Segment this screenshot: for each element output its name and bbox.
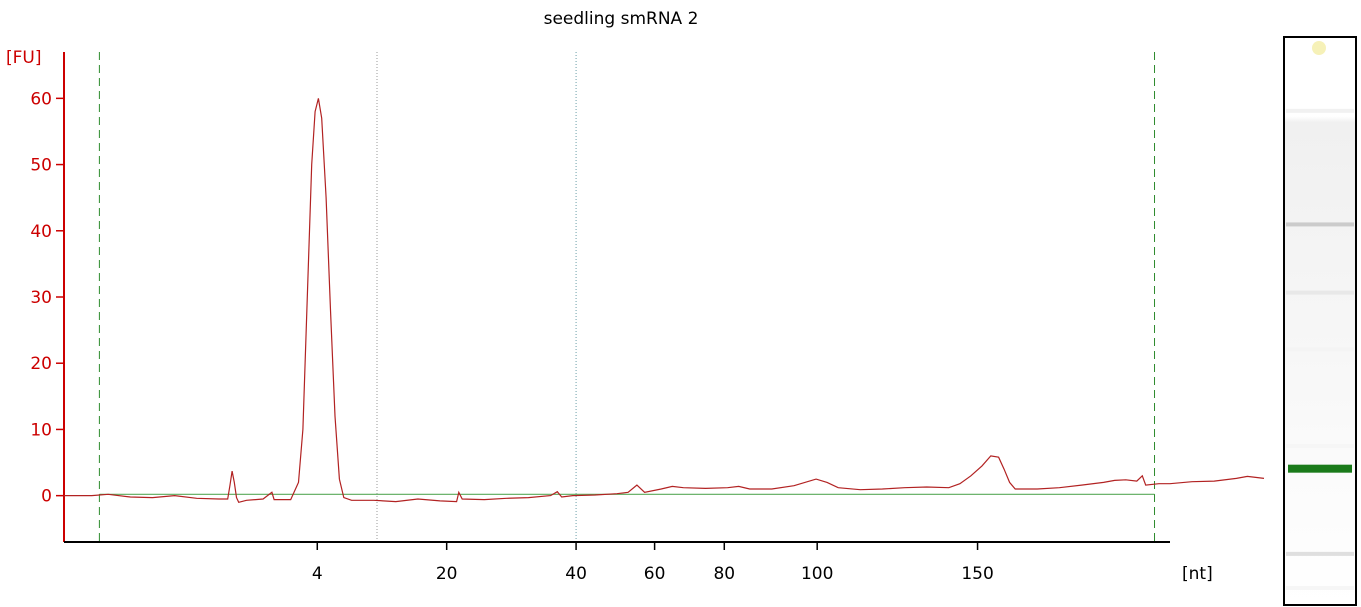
- gel-band: [1286, 443, 1354, 448]
- gel-lane-frame: [1283, 36, 1357, 606]
- gel-band: [1286, 108, 1354, 113]
- y-tick-label: 0: [41, 487, 52, 507]
- gel-lane: [1283, 36, 1357, 606]
- gel-band: [1286, 551, 1354, 556]
- gel-band: [1286, 222, 1354, 227]
- y-tick-label: 20: [30, 354, 52, 374]
- gel-well-dot: [1312, 41, 1326, 55]
- x-tick-label: 100: [801, 564, 833, 584]
- y-tick-label: 60: [30, 89, 52, 109]
- y-tick-label: 50: [30, 156, 52, 176]
- y-axis-label: [FU]: [6, 48, 42, 68]
- series-layer: [64, 98, 1265, 504]
- gel-band: [1286, 290, 1354, 295]
- gel-band: [1286, 347, 1354, 352]
- gel-marker-band: [1288, 464, 1352, 473]
- chart-title: seedling smRNA 2: [544, 9, 699, 29]
- y-tick-label: 10: [30, 420, 52, 440]
- series-line-0: [64, 98, 1265, 504]
- x-tick-label: 60: [644, 564, 666, 584]
- x-tick-label: 150: [961, 564, 993, 584]
- gel-band: [1286, 585, 1354, 590]
- x-tick-label: 20: [436, 564, 458, 584]
- x-tick-label: 4: [312, 564, 323, 584]
- marker-lines: [98, 52, 1156, 542]
- y-ticks: 0 10 20 30 40 50 60: [30, 89, 64, 507]
- x-tick-label: 40: [565, 564, 587, 584]
- x-tick-label: 80: [713, 564, 735, 584]
- y-tick-label: 30: [30, 288, 52, 308]
- y-tick-label: 40: [30, 222, 52, 242]
- x-axis-label: [nt]: [1182, 564, 1213, 584]
- gel-bands: [1286, 108, 1354, 590]
- x-ticks: 4 20 40 60 80 100 150: [312, 542, 994, 584]
